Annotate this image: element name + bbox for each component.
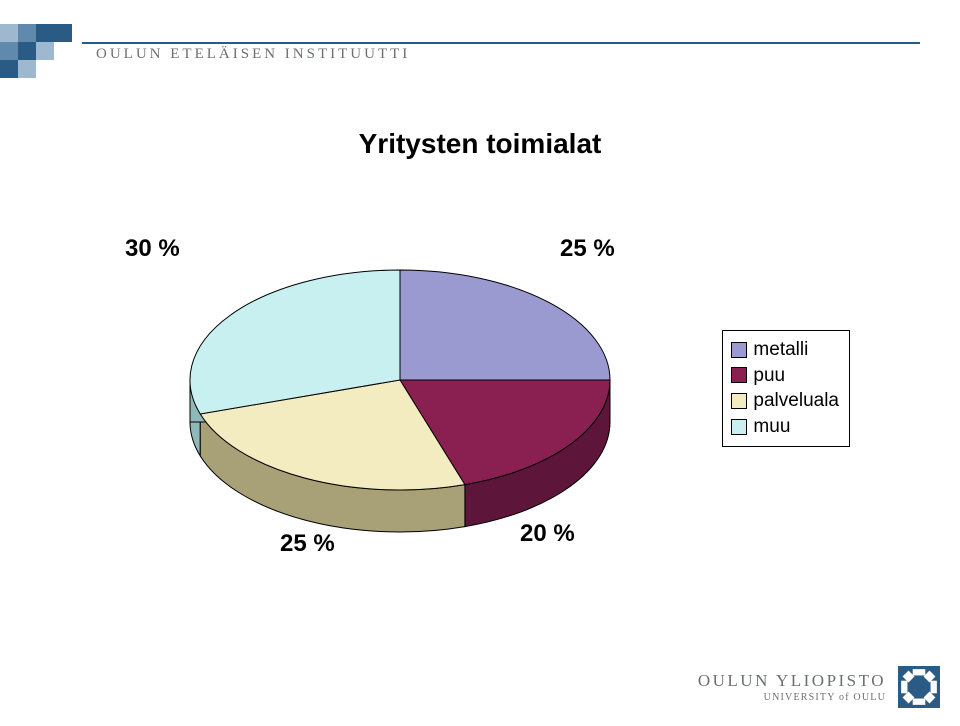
legend: metallipuupalvelualamuu xyxy=(722,330,850,447)
legend-item-palveluala: palveluala xyxy=(731,388,839,414)
legend-item-puu: puu xyxy=(731,363,839,389)
legend-label-palveluala: palveluala xyxy=(753,388,839,414)
legend-item-muu: muu xyxy=(731,414,839,440)
footer-emblem-icon xyxy=(898,666,940,708)
footer-line2: UNIVERSITY of OULU xyxy=(698,692,886,703)
pie-wrap: 25 % 20 % 25 % 30 % xyxy=(150,240,650,560)
label-palveluala: 25 % xyxy=(280,530,335,558)
legend-item-metalli: metalli xyxy=(731,337,839,363)
label-metalli: 25 % xyxy=(560,235,615,263)
page-footer: OULUN YLIOPISTO UNIVERSITY of OULU xyxy=(698,666,940,708)
legend-swatch-palveluala xyxy=(731,393,747,409)
header-decor-squares xyxy=(0,24,72,78)
legend-label-puu: puu xyxy=(753,363,785,389)
legend-swatch-muu xyxy=(731,419,747,435)
header-rule xyxy=(82,42,920,44)
footer-text: OULUN YLIOPISTO UNIVERSITY of OULU xyxy=(698,671,886,703)
legend-label-metalli: metalli xyxy=(753,337,808,363)
label-puu: 20 % xyxy=(520,520,575,548)
legend-swatch-puu xyxy=(731,367,747,383)
legend-swatch-metalli xyxy=(731,342,747,358)
label-muu: 30 % xyxy=(125,235,180,263)
institute-name: OULUN ETELÄISEN INSTITUUTTI xyxy=(96,46,410,63)
page-header: OULUN ETELÄISEN INSTITUUTTI xyxy=(0,24,960,64)
slice-metalli xyxy=(400,270,610,380)
footer-line1: OULUN YLIOPISTO xyxy=(698,671,886,691)
chart-title: Yritysten toimialat xyxy=(0,128,960,160)
chart-area: 25 % 20 % 25 % 30 % metallipuupalveluala… xyxy=(110,220,850,580)
legend-label-muu: muu xyxy=(753,414,790,440)
pie-chart xyxy=(150,240,650,560)
